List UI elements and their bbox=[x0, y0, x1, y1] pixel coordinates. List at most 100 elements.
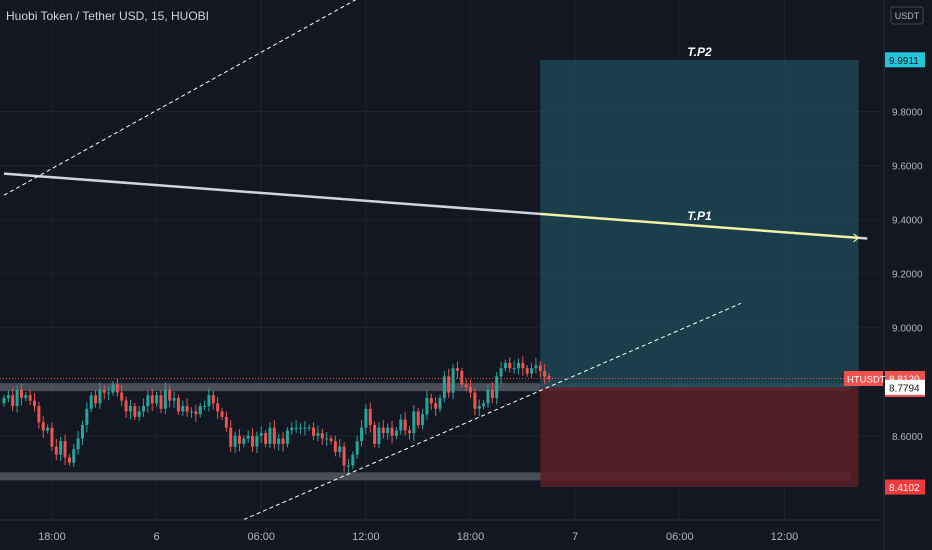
candle-body bbox=[146, 395, 150, 407]
candle-body bbox=[303, 427, 307, 429]
candle-body bbox=[530, 368, 534, 374]
candle-body bbox=[364, 408, 368, 428]
candle-body bbox=[508, 362, 512, 369]
dashed-channel-line[interactable] bbox=[243, 302, 742, 521]
candle-body bbox=[242, 438, 246, 444]
candle-body bbox=[59, 441, 63, 455]
candle-body bbox=[351, 454, 355, 466]
candle-body bbox=[377, 427, 381, 444]
candle-body bbox=[6, 395, 10, 398]
candle-body bbox=[185, 406, 189, 412]
candle-body bbox=[76, 438, 80, 450]
tp1-projection-line[interactable] bbox=[540, 212, 859, 239]
candle-body bbox=[543, 370, 547, 377]
candle-body bbox=[111, 384, 115, 393]
symbol-label: HTUSDT bbox=[847, 374, 886, 385]
candle-body bbox=[72, 449, 76, 463]
candle-body bbox=[534, 365, 538, 369]
trendlines[interactable] bbox=[3, 0, 868, 521]
candle-body bbox=[137, 411, 141, 417]
candle-body bbox=[285, 430, 289, 444]
candle-body bbox=[255, 435, 259, 447]
candle-body bbox=[473, 392, 477, 409]
time-tick-label: 12:00 bbox=[352, 531, 380, 543]
candle-body bbox=[63, 441, 67, 458]
candle-body bbox=[495, 376, 499, 398]
candle-body bbox=[98, 389, 102, 404]
annotation-tp1: T.P1 bbox=[687, 209, 712, 223]
candle-body bbox=[176, 397, 180, 412]
candle-body bbox=[373, 424, 377, 444]
currency-label: USDT bbox=[895, 11, 920, 21]
candle-body bbox=[216, 403, 220, 412]
candle-body bbox=[516, 362, 520, 369]
candle-body bbox=[15, 389, 19, 407]
candle-body bbox=[403, 419, 407, 431]
candle-body bbox=[203, 406, 207, 408]
candle-body bbox=[490, 389, 494, 398]
candle-body bbox=[67, 457, 71, 463]
candle-body bbox=[547, 376, 551, 380]
time-tick-label: 06:00 bbox=[247, 531, 275, 543]
candle-body bbox=[464, 384, 468, 388]
candle-body bbox=[80, 424, 84, 439]
candle-body bbox=[394, 430, 398, 436]
candle-body bbox=[128, 406, 132, 412]
price-tick-label: 8.6000 bbox=[892, 432, 923, 443]
candle-body bbox=[264, 433, 268, 444]
candle-body bbox=[355, 441, 359, 455]
candle-body bbox=[24, 395, 28, 398]
candle-body bbox=[259, 433, 263, 436]
candle-body bbox=[85, 408, 89, 425]
candle-body bbox=[124, 400, 128, 412]
dashed-channel-line[interactable] bbox=[3, 0, 427, 196]
candle-body bbox=[277, 438, 281, 444]
candle-body bbox=[407, 430, 411, 434]
candle-body bbox=[94, 395, 98, 404]
candle-body bbox=[155, 395, 159, 404]
candle-body bbox=[159, 395, 163, 409]
candle-body bbox=[390, 427, 394, 436]
time-tick-label: 12:00 bbox=[771, 531, 799, 543]
candle-body bbox=[290, 427, 294, 431]
time-tick-label: 6 bbox=[154, 531, 160, 543]
candle-body bbox=[460, 370, 464, 385]
candle-body bbox=[189, 411, 193, 413]
candle-body bbox=[329, 438, 333, 442]
candle-body bbox=[268, 427, 272, 444]
candle-body bbox=[447, 376, 451, 393]
candle-body bbox=[525, 368, 529, 374]
price-level-badge bbox=[885, 379, 925, 395]
candle-body bbox=[307, 427, 311, 429]
chart-title: Huobi Token / Tether USD, 15, HUOBI bbox=[6, 9, 209, 23]
candle-body bbox=[237, 435, 241, 444]
candle-body bbox=[11, 395, 15, 407]
candle-body bbox=[346, 465, 350, 467]
profit-zone[interactable] bbox=[540, 59, 859, 388]
stop-zone[interactable] bbox=[540, 387, 859, 488]
long-position-tool[interactable] bbox=[540, 59, 859, 488]
candle-body bbox=[172, 397, 176, 401]
currency-box[interactable] bbox=[890, 6, 924, 25]
candle-body bbox=[416, 411, 420, 425]
candle-body bbox=[325, 438, 329, 440]
candle-body bbox=[211, 395, 215, 404]
candle-body bbox=[451, 368, 455, 393]
candle-body bbox=[482, 403, 486, 407]
symbol-badge bbox=[844, 370, 883, 386]
candle-body bbox=[233, 435, 237, 447]
candle-body bbox=[386, 427, 390, 434]
candle-body bbox=[28, 395, 32, 401]
candle-body bbox=[19, 389, 23, 398]
candle-body bbox=[320, 433, 324, 439]
candle-body bbox=[107, 392, 111, 394]
candle-body bbox=[133, 406, 137, 417]
candle-body bbox=[150, 395, 154, 404]
candle-body bbox=[298, 427, 302, 429]
candle-body bbox=[168, 389, 172, 401]
candle-body bbox=[503, 362, 507, 369]
candle-body bbox=[316, 433, 320, 436]
candle-body bbox=[224, 416, 228, 428]
candle-body bbox=[46, 427, 50, 431]
